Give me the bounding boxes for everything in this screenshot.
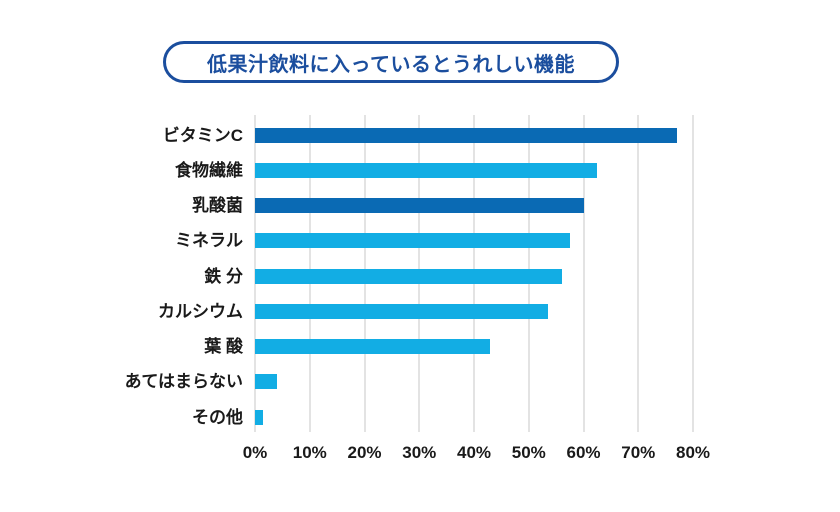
category-label: ビタミンC <box>162 125 243 145</box>
bar-row <box>255 409 693 425</box>
category-label: 鉄 分 <box>204 266 243 286</box>
bar-row <box>255 268 693 284</box>
bar-row <box>255 127 693 143</box>
x-axis-tick-label: 30% <box>402 443 437 462</box>
x-axis-tick-label: 40% <box>456 443 492 462</box>
bar-乳酸菌 <box>255 198 584 213</box>
bar-ミネラル <box>255 233 570 249</box>
bar-ビタミンC <box>255 127 677 143</box>
gridline <box>582 115 585 432</box>
x-axis-tick-label: 70% <box>621 443 656 462</box>
chart-title-text: 低果汁飲料に入っているとうれしい機能 <box>207 53 575 76</box>
x-axis-tick-label: 80% <box>675 443 711 462</box>
chart-title: 低果汁飲料に入っているとうれしい機能 <box>163 41 619 83</box>
category-label: 乳酸菌 <box>192 196 243 215</box>
x-axis-tick-label: 50% <box>511 443 546 462</box>
bar-鉄 分 <box>255 268 562 284</box>
gridline <box>692 115 694 432</box>
x-axis-tick-label: 10% <box>292 443 327 462</box>
bar-あてはまらない <box>255 374 277 390</box>
x-axis-tick-label: 20% <box>347 443 382 462</box>
x-axis-tick-label: 60% <box>566 443 601 462</box>
bar-row <box>255 162 693 178</box>
category-label: 食物繊維 <box>175 160 243 180</box>
bar-row <box>255 198 693 213</box>
plot-area <box>254 115 694 432</box>
bar-葉 酸 <box>255 339 491 354</box>
category-label: 葉 酸 <box>204 337 243 356</box>
bar-食物繊維 <box>255 162 598 178</box>
category-label: その他 <box>192 407 243 427</box>
category-label: あてはまらない <box>124 372 243 392</box>
category-label: ミネラル <box>175 231 243 251</box>
bar-カルシウム <box>255 303 548 319</box>
x-axis-tick-label: 0% <box>242 443 268 462</box>
bar-row <box>255 374 693 390</box>
bar-row <box>255 303 693 319</box>
bar-row <box>255 233 693 249</box>
gridline <box>637 115 640 432</box>
bar-row <box>255 339 693 354</box>
category-label: カルシウム <box>158 301 243 321</box>
bar-その他 <box>255 409 264 425</box>
